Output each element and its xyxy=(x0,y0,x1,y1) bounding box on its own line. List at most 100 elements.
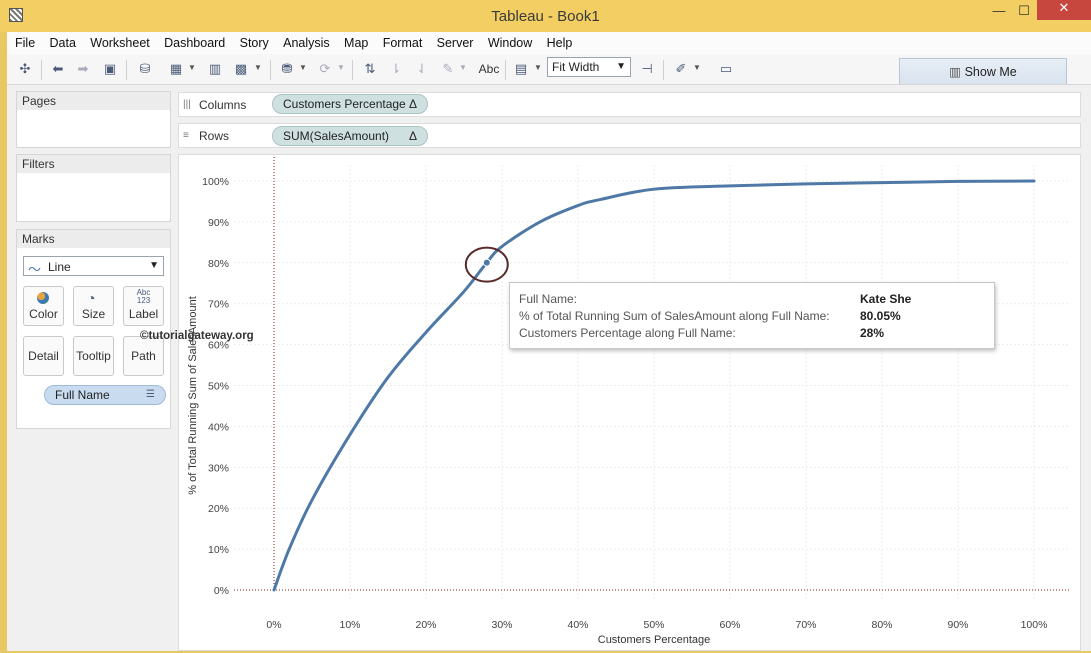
table-calc-delta-icon: Δ xyxy=(408,129,417,143)
viz-canvas[interactable]: 0% 10% 20% 30% 40% 50% 60% 70% 80% 90% 100% 0% 10% 20… xyxy=(178,154,1081,651)
clear-sheet-icon[interactable]: ▩ xyxy=(234,61,248,76)
detail-card[interactable]: Detail xyxy=(23,336,64,376)
x-tick-label: 40% xyxy=(567,619,588,631)
label-icon: Abc 123 xyxy=(136,288,151,305)
toolbar-separator xyxy=(505,60,506,80)
refresh-icon[interactable]: ⟳ xyxy=(319,61,331,76)
customers-percentage-pill-label: Customers Percentage xyxy=(283,97,406,111)
chevron-down-icon[interactable]: ▼ xyxy=(337,63,345,72)
duplicate-sheet-icon[interactable]: ▥ xyxy=(208,61,222,76)
menu-server[interactable]: Server xyxy=(436,36,474,50)
new-data-source-icon[interactable]: ⛁ xyxy=(139,61,151,76)
color-icon xyxy=(37,292,49,304)
mark-type-value: Line xyxy=(48,260,71,274)
chevron-down-icon: ▼ xyxy=(149,260,159,271)
menu-format[interactable]: Format xyxy=(382,36,423,50)
x-tick-label: 20% xyxy=(415,619,436,631)
color-card-label: Color xyxy=(29,307,58,321)
rows-label: Rows xyxy=(199,129,230,143)
pin-icon[interactable]: ⊣ xyxy=(641,61,653,76)
undo-icon[interactable]: ⬅ xyxy=(52,61,64,76)
chevron-down-icon[interactable]: ▼ xyxy=(254,63,262,72)
tableau-app-icon[interactable] xyxy=(9,8,23,22)
tooltip-card-label: Tooltip xyxy=(76,349,111,363)
show-labels-button[interactable]: Abc xyxy=(478,62,500,76)
chevron-down-icon[interactable]: ▼ xyxy=(459,63,467,72)
filters-shelf[interactable]: Filters xyxy=(16,154,171,222)
y-axis-title: % of Total Running Sum of SalesAmount xyxy=(187,296,199,495)
sort-icon: ☰ xyxy=(146,389,155,400)
x-tick-label: 60% xyxy=(719,619,740,631)
chevron-down-icon: ▼ xyxy=(616,61,626,72)
y-tick-label: 40% xyxy=(208,421,229,433)
fit-width-select[interactable]: Fit Width ▼ xyxy=(547,57,631,77)
menu-file[interactable]: File xyxy=(15,36,36,50)
full-name-pill-label: Full Name xyxy=(55,388,110,402)
x-tick-label: 90% xyxy=(947,619,968,631)
totals-icon[interactable]: ▤ xyxy=(514,61,528,76)
menu-window[interactable]: Window xyxy=(487,36,533,50)
presentation-icon[interactable]: ▭ xyxy=(719,61,733,76)
tooltip-card[interactable]: Tooltip xyxy=(73,336,114,376)
size-card[interactable]: ◔ Size xyxy=(73,286,114,326)
path-card-label: Path xyxy=(131,349,156,363)
label-card-label: Label xyxy=(128,307,159,321)
chevron-down-icon[interactable]: ▼ xyxy=(299,63,307,72)
menu-data[interactable]: Data xyxy=(49,36,76,50)
menu-dashboard[interactable]: Dashboard xyxy=(164,36,226,50)
columns-icon: ||| xyxy=(183,99,191,110)
mark-type-select[interactable]: 〜 Line ▼ xyxy=(23,256,164,277)
title-bar xyxy=(0,0,1091,32)
label-card[interactable]: Abc 123 Label xyxy=(123,286,164,326)
menu-worksheet[interactable]: Worksheet xyxy=(90,36,150,50)
pages-shelf[interactable]: Pages xyxy=(16,91,171,148)
color-card[interactable]: Color xyxy=(23,286,64,326)
swap-axes-icon[interactable]: ⇅ xyxy=(364,61,376,76)
menu-story[interactable]: Story xyxy=(239,36,269,50)
line-mark-icon: 〜 xyxy=(28,262,42,277)
highlight-icon[interactable]: ✎ xyxy=(442,61,454,76)
window-title: Tableau - Book1 xyxy=(491,8,600,25)
show-me-button[interactable]: ▥ Show Me xyxy=(899,58,1067,84)
chevron-down-icon[interactable]: ▼ xyxy=(693,63,701,72)
path-card[interactable]: Path xyxy=(123,336,164,376)
minimize-icon[interactable]: — xyxy=(992,3,1006,18)
toolbar-separator xyxy=(41,60,42,80)
close-icon[interactable]: ✕ xyxy=(1037,0,1091,20)
data-point xyxy=(482,258,491,267)
toolbar-separator xyxy=(270,60,271,80)
chevron-down-icon[interactable]: ▼ xyxy=(188,63,196,72)
y-tick-label: 80% xyxy=(208,258,229,270)
table-calc-delta-icon: Δ xyxy=(408,97,417,111)
chevron-down-icon[interactable]: ▼ xyxy=(534,63,542,72)
y-tick-label: 0% xyxy=(214,585,229,597)
tooltip-value-full-name: Kate She xyxy=(860,292,912,306)
pages-title: Pages xyxy=(17,92,170,110)
y-tick-label: 100% xyxy=(202,176,229,188)
maximize-icon[interactable]: ☐ xyxy=(1018,3,1030,18)
menu-analysis[interactable]: Analysis xyxy=(283,36,330,50)
full-name-pill[interactable]: Full Name ☰ xyxy=(44,385,166,405)
save-icon[interactable]: ▣ xyxy=(103,61,117,76)
y-tick-label: 20% xyxy=(208,503,229,515)
series-line xyxy=(272,179,1036,592)
sort-descending-icon[interactable]: ⇃ xyxy=(416,61,428,76)
size-card-label: Size xyxy=(81,307,106,321)
x-tick-label: 80% xyxy=(871,619,892,631)
database-icon[interactable]: ⛃ xyxy=(281,61,293,76)
pareto-line-chart[interactable]: 0% 10% 20% 30% 40% 50% 60% 70% 80% 90% 100% 0% 10% 20… xyxy=(179,155,1080,650)
redo-icon[interactable]: ➡ xyxy=(77,61,89,76)
pen-icon[interactable]: ✐ xyxy=(675,61,687,76)
new-worksheet-icon[interactable]: ▦ xyxy=(169,61,183,76)
sum-sales-amount-pill[interactable]: SUM(SalesAmount) Δ xyxy=(272,126,428,146)
fit-width-value: Fit Width xyxy=(552,60,600,74)
menu-help[interactable]: Help xyxy=(546,36,573,50)
x-tick-label: 30% xyxy=(491,619,512,631)
menu-map[interactable]: Map xyxy=(344,36,369,50)
customers-percentage-pill[interactable]: Customers Percentage Δ xyxy=(272,94,428,114)
sort-ascending-icon[interactable]: ⇂ xyxy=(390,61,402,76)
x-tick-label: 10% xyxy=(339,619,360,631)
highlight-circle xyxy=(464,246,509,283)
watermark-text: ©tutorialgateway.org xyxy=(140,330,254,342)
tableau-logo-icon[interactable]: ✣ xyxy=(19,61,31,76)
